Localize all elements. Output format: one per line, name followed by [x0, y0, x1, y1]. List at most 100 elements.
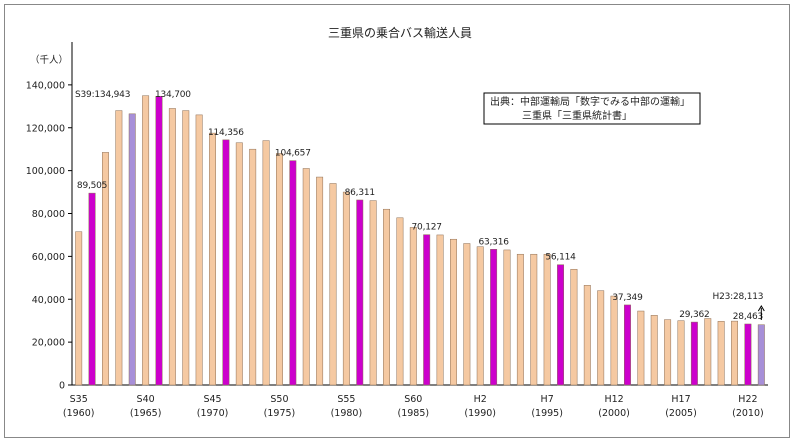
y-tick-label: 60,000: [32, 252, 65, 263]
data-label: H23:28,113: [713, 292, 764, 302]
bar-2003: [650, 315, 658, 386]
bar-2010: [744, 323, 752, 386]
y-tick-label: 120,000: [26, 123, 65, 134]
bar-1999: [597, 290, 605, 386]
bar-1977: [302, 168, 310, 386]
annotation-arrow-head: [757, 305, 765, 312]
bar-2005: [677, 320, 685, 386]
bar-1972: [235, 142, 243, 386]
bar-1990: [476, 246, 484, 386]
y-tick-label: 100,000: [26, 166, 65, 177]
x-tick-label: S35: [70, 394, 88, 405]
data-label: 70,127: [412, 223, 442, 233]
data-label: 28,463: [733, 312, 763, 322]
bar-1971: [222, 139, 230, 386]
bar-1966: [155, 95, 163, 386]
bar-1969: [195, 114, 203, 386]
data-label: 89,505: [77, 181, 107, 191]
bar-1988: [450, 238, 457, 386]
bar-2011: [757, 324, 765, 386]
x-tick-year: (2010): [732, 408, 764, 419]
bar-2007: [704, 318, 712, 386]
bar-1968: [182, 110, 190, 386]
data-label: 56,114: [545, 253, 576, 263]
bar-1963: [115, 110, 123, 386]
bar-1973: [249, 148, 257, 386]
source-box: [483, 92, 701, 125]
x-tick-year: (2005): [665, 408, 697, 419]
bar-2009: [731, 320, 739, 386]
x-tick-year: (1975): [264, 408, 296, 419]
x-tick-label: S40: [137, 394, 155, 405]
source-line-2: 三重県「三重県統計書」: [522, 109, 632, 122]
bar-1970: [209, 132, 217, 386]
bar-1967: [168, 108, 176, 386]
x-tick-year: (1985): [398, 408, 430, 419]
bar-1995: [543, 253, 551, 386]
x-tick-year: (1960): [63, 408, 95, 419]
chart-title: 三重県の乗合バス輸送人員: [328, 25, 472, 40]
bar-1986: [423, 234, 431, 386]
bar-1983: [383, 208, 390, 386]
bar-1987: [436, 234, 444, 386]
bar-1965: [142, 95, 150, 386]
bar-1989: [463, 243, 471, 386]
bar-1991: [490, 249, 498, 386]
bar-2008: [717, 321, 725, 386]
bar-1960: [75, 231, 83, 386]
bar-2002: [637, 310, 645, 386]
bar-1964: [128, 113, 136, 386]
bar-1980: [342, 191, 350, 386]
data-label: 86,311: [345, 188, 375, 198]
bar-1961: [88, 192, 96, 386]
bar-1998: [583, 285, 591, 386]
x-tick-year: (1970): [197, 408, 229, 419]
bar-1996: [557, 264, 565, 386]
y-tick-label: 20,000: [32, 338, 65, 349]
y-tick-label: 140,000: [26, 80, 65, 91]
data-label: 29,362: [679, 310, 709, 320]
x-tick-label: S50: [270, 394, 288, 405]
x-tick-year: (1965): [130, 408, 162, 419]
data-label: 134,700: [155, 90, 191, 100]
bar-1981: [356, 199, 364, 386]
x-tick-year: (1995): [531, 408, 563, 419]
source-line-1: 出典：中部運輸局「数字でみる中部の運輸」: [490, 95, 690, 108]
x-tick-label: H17: [671, 394, 690, 405]
bar-2000: [610, 295, 618, 386]
bar-1984: [396, 217, 404, 386]
x-tick-label: S60: [404, 394, 422, 405]
data-label: 114,356: [208, 128, 244, 138]
data-label: S39:134,943: [75, 90, 130, 100]
data-label: 104,657: [275, 149, 311, 159]
bar-1962: [102, 152, 109, 386]
bar-2004: [664, 319, 672, 386]
data-label: 63,316: [478, 237, 509, 247]
x-tick-label: H2: [474, 394, 487, 405]
x-tick-year: (1990): [464, 408, 496, 419]
bar-1985: [409, 227, 417, 386]
x-tick-label: S55: [337, 394, 355, 405]
data-label: 37,349: [612, 293, 643, 303]
y-axis-label: （千人）: [30, 54, 68, 66]
bar-1997: [570, 268, 578, 386]
x-tick-label: H22: [738, 394, 757, 405]
bar-2001: [624, 304, 631, 386]
bar-1979: [329, 183, 337, 386]
bar-1974: [262, 140, 270, 386]
bar-1975: [276, 153, 283, 386]
y-tick-label: 80,000: [32, 209, 65, 220]
x-tick-label: H7: [541, 394, 554, 405]
bar-1994: [530, 253, 538, 386]
bar-1978: [316, 176, 324, 386]
y-tick-label: 40,000: [32, 295, 65, 306]
bar-1976: [289, 160, 297, 386]
x-tick-label: H12: [604, 394, 623, 405]
bar-1993: [516, 253, 524, 386]
bar-1992: [503, 249, 511, 386]
bar-2006: [690, 321, 698, 386]
y-tick-label: 0: [59, 381, 65, 392]
x-tick-year: (1980): [331, 408, 363, 419]
bar-1982: [369, 200, 377, 386]
